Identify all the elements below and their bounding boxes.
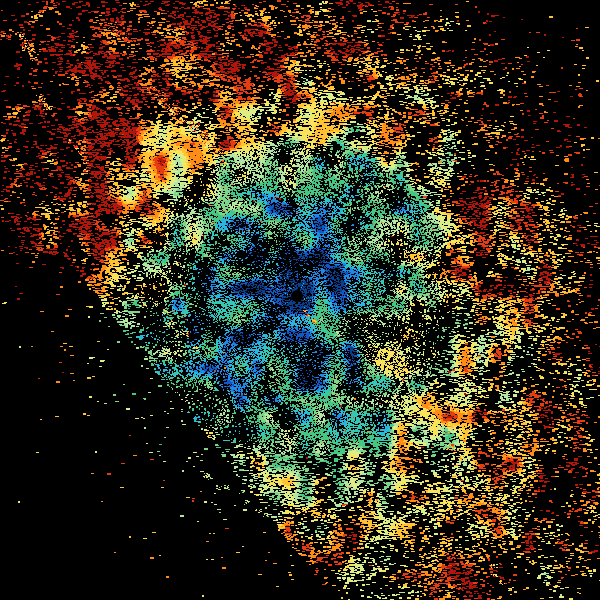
screenshot-root [0,0,600,600]
galaxy-point-map-canvas [0,0,600,600]
